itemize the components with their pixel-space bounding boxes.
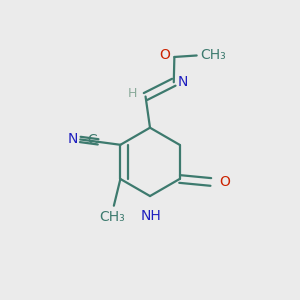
Text: O: O bbox=[219, 175, 230, 189]
Text: O: O bbox=[159, 49, 170, 62]
Text: N: N bbox=[68, 132, 78, 146]
Text: H: H bbox=[128, 87, 137, 100]
Text: CH₃: CH₃ bbox=[200, 49, 226, 62]
Text: C: C bbox=[87, 133, 97, 147]
Text: CH₃: CH₃ bbox=[100, 210, 125, 224]
Text: N: N bbox=[177, 75, 188, 88]
Text: NH: NH bbox=[141, 208, 162, 223]
